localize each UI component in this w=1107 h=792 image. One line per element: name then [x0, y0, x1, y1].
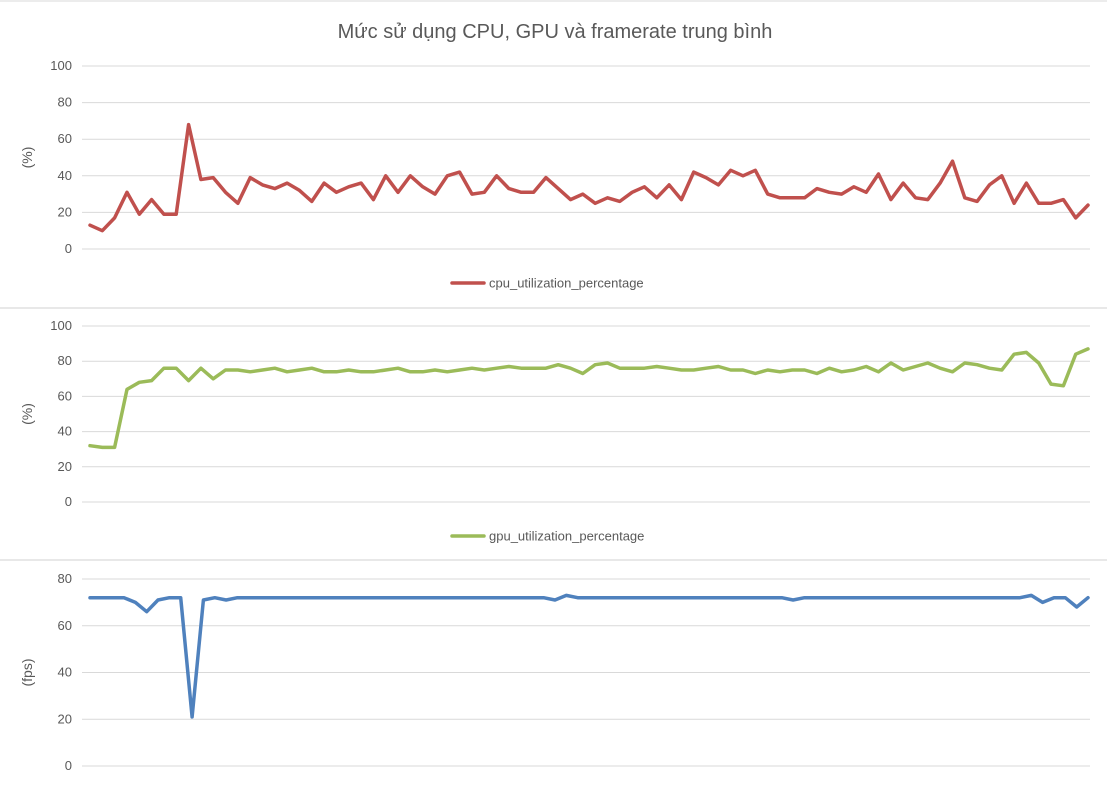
chart-panel-2: 0 20 40 60 80 100 (%) gpu_utilization_percentag…	[0, 318, 1107, 561]
y-tick-label: 80	[58, 571, 72, 586]
y-tick-label: 80	[58, 353, 72, 368]
y-tick-label: 20	[58, 459, 72, 474]
y-tick-label: 80	[58, 95, 72, 110]
legend-label: gpu_utilization_percentage	[489, 529, 644, 544]
chart-title: Mức sử dụng CPU, GPU và framerate trung …	[338, 21, 773, 43]
y-tick-label: 0	[65, 241, 72, 256]
y-tick-label: 20	[58, 204, 72, 219]
y-tick-label: 40	[58, 424, 72, 439]
y-tick-label: 100	[50, 318, 72, 333]
y-tick-label: 0	[65, 494, 72, 509]
legend-label: cpu_utilization_percentage	[489, 276, 644, 291]
y-tick-label: 40	[58, 665, 72, 680]
chart-panel-3: 0 20 40 60 80 (fps)	[19, 571, 1090, 773]
chart-panel-1: 0 20 40 60 80 100 (%) cpu_utilization_percentag…	[0, 58, 1107, 309]
y-axis-label: (fps)	[19, 659, 35, 687]
y-axis-label: (%)	[19, 403, 35, 425]
series-line-gpu_utilization_percentage	[88, 347, 1090, 450]
y-tick-label: 60	[58, 388, 72, 403]
y-tick-label: 60	[58, 131, 72, 146]
y-axis-label: (%)	[19, 147, 35, 169]
y-tick-label: 60	[58, 618, 72, 633]
series-line-cpu_utilization_percentage	[88, 122, 1090, 233]
y-tick-label: 0	[65, 758, 72, 773]
y-tick-label: 20	[58, 711, 72, 726]
y-tick-label: 40	[58, 168, 72, 183]
series-line-fps	[88, 593, 1090, 719]
y-tick-label: 100	[50, 58, 72, 73]
